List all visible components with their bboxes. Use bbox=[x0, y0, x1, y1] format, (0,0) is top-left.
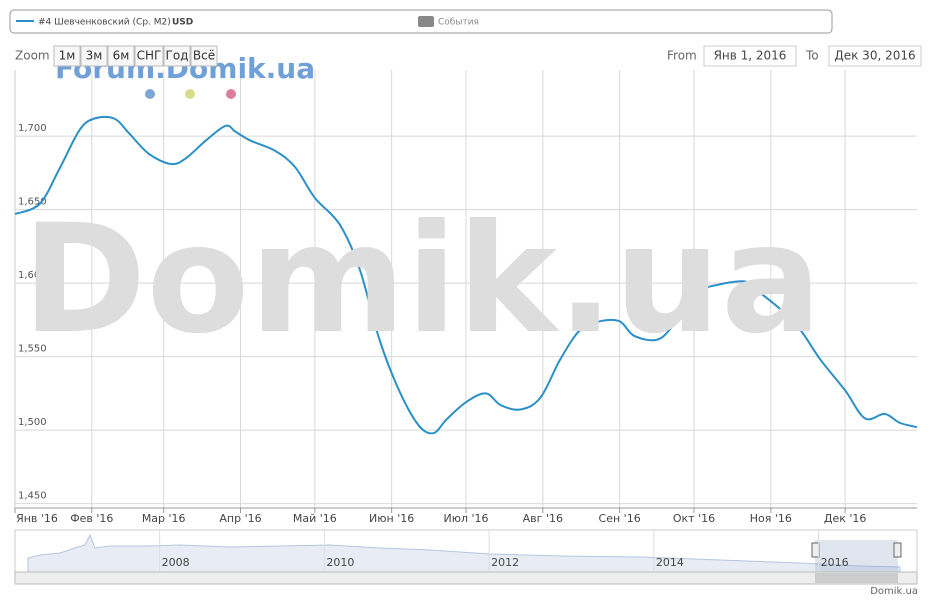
from-input[interactable]: Янв 1, 2016 bbox=[714, 49, 787, 63]
events-icon bbox=[418, 16, 434, 27]
zoom-button[interactable] bbox=[53, 45, 81, 67]
credits[interactable]: Domik.ua bbox=[870, 586, 918, 597]
legend-series[interactable]: #4 Шевченковский (Ср. М2) bbox=[38, 18, 171, 28]
dot bbox=[145, 89, 155, 99]
watermark: Domik.ua bbox=[22, 193, 822, 367]
zoom-button[interactable] bbox=[80, 45, 108, 67]
navigator-selection[interactable] bbox=[815, 540, 898, 572]
zoom-button[interactable] bbox=[107, 45, 135, 67]
x-tick-label: Апр '16 bbox=[219, 512, 261, 525]
from-input-box[interactable] bbox=[703, 45, 797, 67]
x-tick-label: Дек '16 bbox=[824, 512, 867, 525]
zoom-button-label[interactable]: 6м bbox=[113, 49, 130, 63]
zoom-label: Zoom bbox=[15, 49, 50, 63]
events-label[interactable]: События bbox=[438, 18, 479, 28]
y-tick-label: 1,500 bbox=[18, 417, 47, 428]
dot bbox=[185, 89, 195, 99]
zoom-button-label[interactable]: Всё bbox=[193, 49, 215, 63]
x-tick-label: Окт '16 bbox=[673, 512, 715, 525]
x-tick-label: Фев '16 bbox=[70, 512, 113, 525]
x-tick-label: Мар '16 bbox=[142, 512, 186, 525]
zoom-button[interactable] bbox=[163, 45, 191, 67]
x-tick-label: Янв '16 bbox=[16, 512, 58, 525]
y-tick-label: 1,450 bbox=[18, 491, 47, 502]
navigator-tick-label: 2008 bbox=[162, 556, 190, 569]
from-label: From bbox=[667, 49, 697, 63]
x-tick-label: Июл '16 bbox=[443, 512, 488, 525]
scrollbar[interactable] bbox=[14, 571, 918, 585]
zoom-button[interactable] bbox=[190, 45, 218, 67]
to-input[interactable]: Дек 30, 2016 bbox=[834, 49, 915, 63]
legend-unit: USD bbox=[172, 18, 193, 28]
scrollbar-thumb[interactable] bbox=[815, 573, 898, 583]
navigator-handle[interactable] bbox=[811, 542, 820, 558]
navigator-tick-label: 2010 bbox=[326, 556, 354, 569]
navigator-tick-label: 2016 bbox=[821, 556, 849, 569]
series-line bbox=[14, 115, 918, 435]
zoom-button-label[interactable]: 1м bbox=[59, 49, 76, 63]
x-tick-label: Сен '16 bbox=[599, 512, 641, 525]
y-tick-label: 1,700 bbox=[18, 123, 47, 134]
x-tick-label: Май '16 bbox=[293, 512, 337, 525]
navigator-series bbox=[27, 533, 901, 573]
to-input-box[interactable] bbox=[828, 45, 922, 67]
navigator-tick-label: 2014 bbox=[656, 556, 684, 569]
y-tick-label: 1,550 bbox=[18, 344, 47, 355]
zoom-button-label[interactable]: Год bbox=[166, 49, 189, 63]
navigator-tick-label: 2012 bbox=[491, 556, 519, 569]
y-tick-label: 1,650 bbox=[18, 197, 47, 208]
x-tick-label: Ноя '16 bbox=[750, 512, 792, 525]
zoom-button-label[interactable]: СНГ bbox=[137, 49, 162, 63]
y-tick-label: 1,600 bbox=[18, 270, 47, 281]
navigator-handle[interactable] bbox=[893, 542, 902, 558]
dot bbox=[226, 89, 236, 99]
zoom-button[interactable] bbox=[134, 45, 164, 67]
zoom-button-label[interactable]: 3м bbox=[86, 49, 103, 63]
to-label: To bbox=[805, 49, 819, 63]
x-tick-label: Авг '16 bbox=[523, 512, 563, 525]
x-tick-label: Июн '16 bbox=[369, 512, 414, 525]
